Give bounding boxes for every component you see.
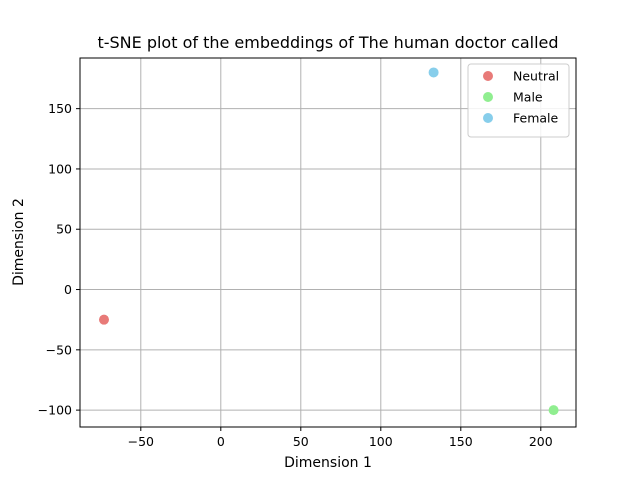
data-point-female	[428, 67, 439, 78]
legend-marker-female	[483, 113, 493, 123]
x-tick-label: 100	[369, 434, 393, 449]
legend-marker-neutral	[483, 71, 493, 81]
chart-title: t-SNE plot of the embeddings of The huma…	[97, 33, 558, 52]
x-tick-label: 50	[293, 434, 309, 449]
legend-label-neutral: Neutral	[513, 69, 559, 84]
y-tick-label: 0	[64, 282, 72, 297]
y-tick-label: 100	[48, 161, 72, 176]
x-tick-label: −50	[128, 434, 154, 449]
y-tick-label: −100	[38, 403, 72, 418]
x-axis-label: Dimension 1	[284, 455, 372, 471]
data-points	[99, 67, 559, 416]
y-tick-label: −50	[46, 342, 72, 357]
y-tick-label: 150	[48, 101, 72, 116]
data-point-male	[548, 405, 559, 416]
x-tick-label: 200	[529, 434, 553, 449]
legend-box	[467, 63, 570, 138]
data-point-neutral	[99, 314, 109, 325]
grid	[80, 58, 576, 427]
x-tick-label: 0	[217, 434, 225, 449]
legend-label-female: Female	[513, 111, 559, 126]
y-tick-label: 50	[56, 222, 72, 237]
plot-frame	[79, 57, 577, 428]
x-tick-label: 150	[449, 434, 473, 449]
y-axis-label: Dimension 2	[11, 198, 27, 286]
axis-ticks: −50 0 50 100 150 200 −100 −50 0 50 100 150	[38, 101, 553, 449]
legend-marker-male	[483, 92, 493, 102]
legend: Neutral Male Female	[467, 63, 570, 138]
legend-label-male: Male	[513, 90, 543, 105]
